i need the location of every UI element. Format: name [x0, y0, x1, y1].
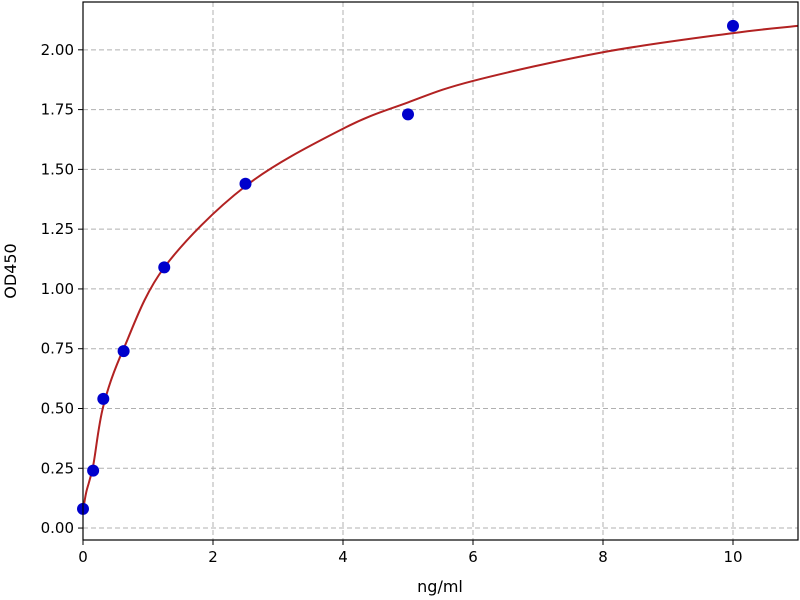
ticks: 0 2 4 6 8 10 0.00 0.25 0.50 0.75 1.00 1.25 1.50 1.75 2…	[41, 41, 743, 566]
x-axis-label: ng/ml	[417, 577, 463, 596]
data-point	[158, 261, 171, 274]
plot-frame	[82, 1, 799, 541]
data-point	[727, 19, 739, 32]
y-tick-label: 0.00	[41, 519, 74, 537]
y-tick-label: 1.50	[41, 160, 74, 178]
data-point	[97, 392, 110, 405]
y-tick-label: 2.00	[41, 41, 74, 59]
y-tick-label: 1.25	[41, 220, 74, 238]
y-axis-label: OD450	[1, 243, 20, 298]
data-point	[87, 464, 100, 477]
y-tick-label: 1.75	[41, 101, 74, 119]
y-tick-label: 1.00	[41, 280, 74, 298]
x-tick-label: 8	[598, 548, 608, 566]
x-tick-label: 2	[208, 548, 218, 566]
data-point	[117, 345, 130, 358]
x-tick-label: 6	[468, 548, 478, 566]
fit-curve	[82, 24, 799, 512]
data-point	[402, 108, 414, 121]
x-tick-label: 0	[78, 548, 88, 566]
grid	[82, 2, 798, 540]
y-tick-label: 0.50	[41, 399, 74, 417]
data-point	[239, 177, 252, 190]
x-tick-label: 10	[723, 548, 742, 566]
y-tick-label: 0.25	[41, 459, 74, 477]
data-points	[77, 19, 739, 515]
x-tick-label: 4	[338, 548, 348, 566]
y-tick-label: 0.75	[41, 340, 74, 358]
